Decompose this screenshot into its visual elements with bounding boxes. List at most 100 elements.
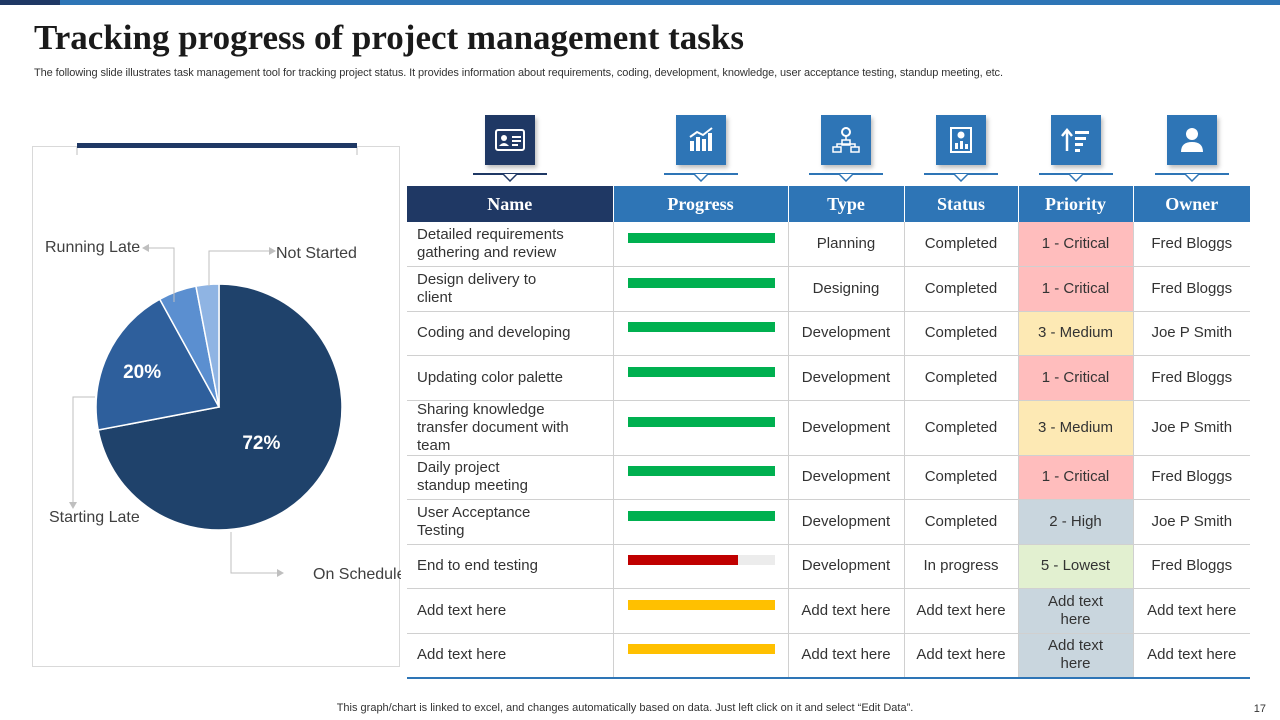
cell-status[interactable]: Completed (904, 400, 1019, 456)
cell-name[interactable]: Updating color palette (407, 355, 614, 401)
cell-owner[interactable]: Add text here (1133, 588, 1250, 634)
cell-owner[interactable]: Joe P Smith (1133, 311, 1250, 356)
callout-arrow (269, 247, 276, 255)
table-row[interactable]: End to end testing Development In progress… (407, 544, 1250, 589)
cell-type[interactable]: Planning (788, 222, 905, 267)
cell-name[interactable]: Add text here (407, 588, 614, 634)
icon-cell-status (904, 112, 1018, 186)
pie-slice-on-schedule[interactable] (97, 283, 343, 531)
progress-bar-track (627, 555, 775, 566)
cell-priority[interactable]: 1 - Critical (1018, 222, 1134, 267)
callout-line (149, 247, 175, 302)
cell-name[interactable]: Design delivery to client (407, 266, 614, 312)
header-progress[interactable]: Progress (613, 186, 789, 222)
cell-progress[interactable] (613, 633, 789, 679)
cell-owner[interactable]: Fred Bloggs (1133, 455, 1250, 500)
cell-type[interactable]: Development (788, 355, 905, 401)
cell-status[interactable]: Completed (904, 311, 1019, 356)
cell-priority[interactable]: 1 - Critical (1018, 455, 1134, 500)
cell-status[interactable]: Add text here (904, 588, 1019, 634)
hierarchy-icon (821, 115, 871, 165)
cell-owner[interactable]: Fred Bloggs (1133, 266, 1250, 312)
cell-priority[interactable]: 3 - Medium (1018, 311, 1134, 356)
cell-owner[interactable]: Joe P Smith (1133, 400, 1250, 456)
table-row[interactable]: User Acceptance Testing Development Comple… (407, 499, 1250, 545)
header-type[interactable]: Type (788, 186, 905, 222)
cell-type[interactable]: Development (788, 400, 905, 456)
pie-category-label: Running Late (45, 239, 140, 256)
task-table[interactable]: Name Progress Type Status Priority Owner… (407, 186, 1250, 679)
top-accent-bar (0, 0, 1280, 5)
cell-priority[interactable]: 1 - Critical (1018, 266, 1134, 312)
cell-status[interactable]: In progress (904, 544, 1019, 589)
header-status[interactable]: Status (904, 186, 1019, 222)
cell-type[interactable]: Development (788, 311, 905, 356)
cell-progress[interactable] (613, 588, 789, 634)
progress-bar-track (627, 599, 775, 610)
progress-bar-track (627, 322, 775, 333)
cell-status[interactable]: Completed (904, 266, 1019, 312)
header-owner[interactable]: Owner (1133, 186, 1250, 222)
cell-owner[interactable]: Fred Bloggs (1133, 544, 1250, 589)
cell-priority[interactable]: Add text here (1018, 633, 1134, 679)
cell-status[interactable]: Add text here (904, 633, 1019, 679)
cell-name[interactable]: Sharing knowledge transfer document with… (407, 400, 614, 456)
cell-priority[interactable]: Add text here (1018, 588, 1134, 634)
cell-name[interactable]: Coding and developing (407, 311, 614, 356)
table-header-row: Name Progress Type Status Priority Owner (407, 186, 1250, 222)
cell-name[interactable]: Add text here (407, 633, 614, 679)
progress-bar-fill (627, 416, 775, 427)
cell-status[interactable]: Completed (904, 355, 1019, 401)
cell-type[interactable]: Designing (788, 266, 905, 312)
panel-top-rule (77, 143, 357, 148)
cell-progress[interactable] (613, 544, 789, 589)
icon-cell-owner (1133, 112, 1250, 186)
cell-priority[interactable]: 1 - Critical (1018, 355, 1134, 401)
pie-category-label: Not Started (276, 245, 357, 262)
cell-priority[interactable]: 5 - Lowest (1018, 544, 1134, 589)
pie-slice-not-started[interactable] (195, 283, 220, 408)
progress-bar-fill (627, 277, 775, 288)
cell-type[interactable]: Add text here (788, 588, 905, 634)
cell-name[interactable]: End to end testing (407, 544, 614, 589)
header-name[interactable]: Name (407, 186, 614, 222)
table-row[interactable]: Sharing knowledge transfer document with… (407, 400, 1250, 456)
progress-bar-fill (627, 233, 775, 243)
cell-owner[interactable]: Fred Bloggs (1133, 355, 1250, 401)
cell-name[interactable]: User Acceptance Testing (407, 499, 614, 545)
cell-progress[interactable] (613, 222, 789, 267)
cell-name[interactable]: Daily project standup meeting (407, 455, 614, 500)
table-row[interactable]: Updating color palette Development Complet… (407, 355, 1250, 401)
pie-slice-starting-late[interactable] (95, 298, 221, 431)
cell-progress[interactable] (613, 499, 789, 545)
table-row[interactable]: Daily project standup meeting Development… (407, 455, 1250, 500)
cell-priority[interactable]: 2 - High (1018, 499, 1134, 545)
icon-cell-priority (1018, 112, 1133, 186)
table-row[interactable]: Detailed requirements gathering and revi… (407, 222, 1250, 267)
cell-progress[interactable] (613, 400, 789, 456)
cell-name[interactable]: Detailed requirements gathering and revi… (407, 222, 614, 267)
cell-progress[interactable] (613, 455, 789, 500)
cell-owner[interactable]: Joe P Smith (1133, 499, 1250, 545)
header-priority[interactable]: Priority (1018, 186, 1134, 222)
pie-chart-panel[interactable]: On Schedule Starting Late Running Late Not … (32, 143, 401, 668)
table-row[interactable]: Coding and developing Development Complete… (407, 311, 1250, 356)
cell-progress[interactable] (613, 311, 789, 356)
progress-bar-fill (627, 555, 738, 566)
cell-priority[interactable]: 3 - Medium (1018, 400, 1134, 456)
cell-progress[interactable] (613, 355, 789, 401)
cell-type[interactable]: Development (788, 499, 905, 545)
cell-type[interactable]: Development (788, 544, 905, 589)
cell-status[interactable]: Completed (904, 222, 1019, 267)
cell-owner[interactable]: Fred Bloggs (1133, 222, 1250, 267)
cell-owner[interactable]: Add text here (1133, 633, 1250, 679)
cell-type[interactable]: Development (788, 455, 905, 500)
cell-progress[interactable] (613, 266, 789, 312)
table-row[interactable]: Add text here Add text here Add text here A… (407, 588, 1250, 634)
pie-chart[interactable]: On Schedule Starting Late Running Late Not … (33, 147, 401, 668)
cell-status[interactable]: Completed (904, 499, 1019, 545)
cell-status[interactable]: Completed (904, 455, 1019, 500)
table-row[interactable]: Add text here Add text here Add text here A… (407, 633, 1250, 679)
cell-type[interactable]: Add text here (788, 633, 905, 679)
table-row[interactable]: Design delivery to client Designing Comple… (407, 266, 1250, 312)
